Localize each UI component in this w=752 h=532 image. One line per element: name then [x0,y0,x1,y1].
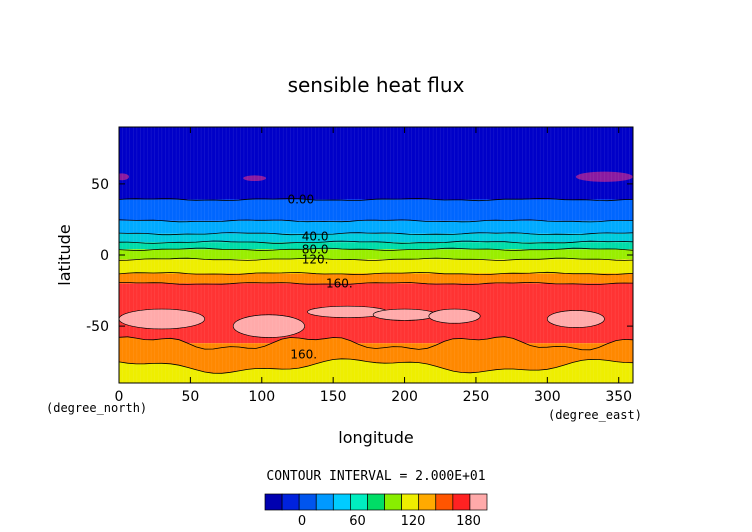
field-band-6 [119,259,633,274]
high-flux-patch-5 [546,310,605,328]
contour-line-south-2 [119,358,633,374]
contour-lines [119,197,633,374]
contour-line-6 [119,271,633,276]
colorbar-swatch-4 [332,493,351,511]
contour-label-2: 80.0 [302,242,329,256]
contour-line-5 [119,257,633,261]
x-tick-label: 0 [115,389,124,405]
contour-label-3: 120. [302,252,329,266]
x-tick-label: 300 [534,389,561,405]
x-axis: 0 50 100 150 200 250 300 350 [115,127,632,405]
colorbar-swatch-11 [452,493,471,511]
x-axis-label: longitude [338,428,413,447]
contour-interval-label: CONTOUR INTERVAL = 2.000E+01 [266,469,485,484]
cold-patch-1 [243,175,267,182]
cold-patch-0 [119,173,129,181]
contour-line-south-1 [119,336,633,351]
colorbar-swatch-7 [384,493,402,511]
x-unit-label: (degree_east) [548,408,642,422]
colorbar-label-2: 120 [401,514,426,529]
y-unit-label: (degree_north) [46,401,147,415]
x-tick-label: 50 [181,389,199,405]
y-tick-label: 50 [91,177,109,193]
contour-line-3 [119,240,633,244]
field-yellow-south [119,358,633,383]
y-tick-label: 0 [100,248,109,264]
colorbar-swatch-10 [435,493,454,511]
cold-patch-2 [575,171,633,182]
high-flux-patch-0 [119,308,206,330]
field-band-3 [119,233,633,243]
heat-flux-field [119,127,633,383]
high-flux-patch-1 [232,314,305,338]
contour-label-1: 40.0 [302,230,329,244]
contour-line-4 [119,247,633,251]
y-tick-label: -50 [86,319,109,335]
colorbar-swatch-1 [281,493,300,511]
field-band-5 [119,249,633,260]
field-band-0 [119,127,633,200]
x-tick-label: 200 [391,389,418,405]
field-band-7 [119,273,633,284]
colorbar-label-3: 180 [456,514,481,529]
x-tick-label: 350 [605,389,632,405]
field-band-4 [119,242,633,250]
colorbar-swatch-12 [469,493,488,511]
y-axis: -50 0 50 [86,177,633,335]
high-flux-patch-4 [428,308,481,324]
contour-line-7 [119,281,633,285]
colorbar-label-0: 0 [298,514,306,529]
contour-label-5: 160. [290,348,317,362]
colorbar-swatch-2 [298,493,317,511]
colorbar-swatch-9 [418,493,437,511]
colorbar-swatch-5 [350,493,368,511]
x-tick-label: 150 [320,389,347,405]
contour-line-1 [119,219,633,223]
x-tick-label: 100 [248,389,275,405]
contour-line-2 [119,232,633,236]
x-tick-label: 250 [463,389,490,405]
field-band-1 [119,199,633,221]
colorbar: 0 60 120 180 [264,493,488,529]
field-band-2 [119,220,633,234]
colorbar-swatch-8 [401,493,420,511]
y-axis-label: latitude [55,224,74,285]
contour-line-0 [119,197,633,202]
colorbar-swatch-0 [264,493,283,511]
contour-label-4: 160. [326,276,353,290]
contour-label-0: 0.00 [287,193,314,207]
colorbar-swatch-3 [315,493,334,511]
colorbar-swatch-6 [367,493,385,511]
colorbar-label-1: 60 [349,514,366,529]
chart-title: sensible heat flux [288,73,465,97]
